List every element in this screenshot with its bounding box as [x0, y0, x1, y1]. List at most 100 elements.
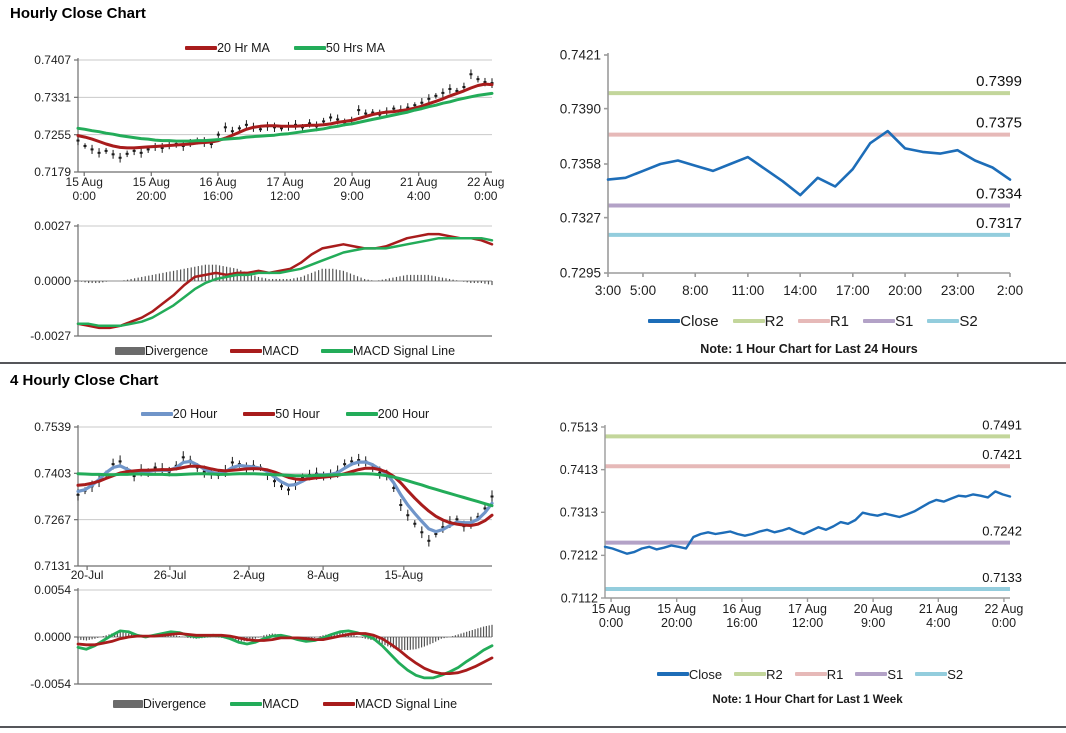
pivot-label-r1: 0.7375	[976, 115, 1022, 132]
x-tick-label: 15 Aug	[133, 175, 170, 189]
series-macd	[76, 232, 494, 330]
legend-item-close: Close	[648, 312, 719, 330]
x-tick-label: 26-Jul	[154, 568, 187, 582]
hourly_macd-svg: 0.0027 0.0000 -0.0027	[30, 219, 494, 343]
fourh-close-chart: 0.7539 0.7403 0.7267 0.7131 20-Jul 26-Jul 2-Au…	[30, 420, 522, 586]
weekly_pivot-svg: 0.7491 0.7421 0.7242 0.7133 0.7513 0.7413 0.73…	[560, 417, 1024, 630]
y-tick-label: -0.0054	[30, 677, 71, 691]
x-tick-label: 22 Aug	[984, 602, 1023, 616]
legend-label: Close	[680, 312, 719, 330]
section-divider	[0, 362, 1066, 364]
x-tick-label: 3:00	[595, 283, 621, 298]
legend-item-r2: R2	[734, 667, 783, 682]
legend-item-s2: S2	[927, 312, 978, 330]
line-swatch-icon	[345, 412, 378, 416]
bar-swatch-icon	[114, 347, 145, 355]
legend-item-macd: MACD	[230, 344, 299, 358]
series-macd-signal-line	[76, 632, 494, 675]
line-swatch-icon	[140, 412, 173, 416]
legend-item-r1: R1	[794, 667, 843, 682]
line-swatch-icon	[230, 702, 263, 706]
line-swatch-icon	[863, 319, 895, 323]
x-tick-label: 20:00	[136, 189, 166, 203]
series-close	[606, 129, 1012, 197]
x-tick-label: 15 Aug	[66, 175, 103, 189]
legend-item-macd-signal-line: MACD Signal Line	[320, 344, 455, 358]
hourly-pivot-chart: 0.7399 0.7375 0.7334 0.7317 0.7421 0.7390 0.73…	[535, 45, 1066, 309]
line-swatch-icon	[734, 672, 767, 676]
candles	[76, 451, 494, 547]
legend-label: MACD	[262, 344, 299, 358]
legend-item-200-hour: 200 Hour	[345, 407, 430, 421]
x-tick-label: 20 Aug	[333, 175, 370, 189]
weekly-pivot-legend: Close R2 R1 S1 S2	[605, 666, 1015, 682]
y-tick-label: 0.7295	[560, 266, 601, 281]
y-tick-label: 0.7407	[34, 53, 71, 67]
hourly-pivot-note: Note: 1 Hour Chart for Last 24 Hours	[700, 342, 918, 356]
x-tick-label: 20 Aug	[854, 602, 893, 616]
x-tick-label: 16:00	[203, 189, 233, 203]
legend-label: 50 Hour	[275, 407, 320, 421]
legend-label: 200 Hour	[377, 407, 430, 421]
legend-item-50-hour: 50 Hour	[243, 407, 320, 421]
series-close	[603, 490, 1012, 555]
y-tick-label: 0.7413	[560, 463, 598, 477]
legend-item-close: Close	[656, 666, 723, 682]
series-macd-signal-line	[76, 236, 494, 328]
y-tick-label: 0.7131	[34, 559, 71, 573]
x-tick-label: 21 Aug	[400, 175, 437, 189]
line-swatch-icon	[322, 702, 355, 706]
legend-item-s1: S1	[863, 313, 913, 330]
fourh-macd-chart: 0.0054 0.0000 -0.0054	[30, 582, 522, 694]
pivot-label-r2: 0.7399	[976, 73, 1022, 90]
legend-label: 20 Hour	[172, 407, 218, 421]
y-tick-label: 0.7421	[560, 48, 601, 63]
line-swatch-icon	[243, 412, 276, 416]
y-tick-label: 0.7390	[560, 101, 601, 116]
legend-label: Close	[688, 666, 723, 682]
legend-item-s2: S2	[915, 667, 963, 682]
section-title-4hourly: 4 Hourly Close Chart	[10, 372, 159, 389]
fourh-macd-legend: Divergence MACD MACD Signal Line	[78, 697, 492, 711]
legend-label: 50 Hrs MA	[325, 41, 385, 55]
legend-label: R2	[764, 312, 784, 330]
legend-label: Divergence	[142, 697, 207, 711]
y-tick-label: 0.7403	[34, 467, 71, 481]
bar-swatch-icon	[112, 700, 143, 708]
line-swatch-icon	[915, 672, 948, 676]
legend-item-20-hr-ma: 20 Hr MA	[185, 41, 270, 55]
x-tick-label: 17:00	[836, 283, 870, 298]
line-swatch-icon	[293, 46, 326, 50]
y-tick-label: 0.7539	[34, 420, 71, 434]
line-swatch-icon	[320, 349, 353, 353]
y-tick-label: 0.7313	[560, 506, 598, 520]
x-tick-label: 23:00	[941, 283, 975, 298]
legend-label: R2	[766, 666, 783, 682]
pivot-label-r2: 0.7491	[982, 417, 1022, 432]
x-tick-label: 0:00	[73, 189, 97, 203]
x-tick-label: 15-Aug	[384, 568, 423, 582]
legend-label: S2	[959, 312, 978, 330]
series-50-hrs-ma	[76, 91, 494, 143]
weekly-pivot-note: Note: 1 Hour Chart for Last 1 Week	[712, 694, 903, 706]
y-tick-label: 0.0000	[34, 630, 71, 644]
x-tick-label: 9:00	[861, 616, 885, 630]
legend-item-s1: S1	[855, 667, 903, 682]
line-swatch-icon	[230, 349, 263, 353]
section-title-hourly: Hourly Close Chart	[10, 5, 146, 22]
y-tick-label: 0.7179	[34, 165, 71, 179]
x-tick-label: 14:00	[783, 283, 817, 298]
x-tick-label: 15 Aug	[657, 602, 696, 616]
legend-item-divergence: Divergence	[114, 344, 208, 358]
x-tick-label: 8:00	[682, 283, 708, 298]
pivot-label-s1: 0.7242	[982, 524, 1022, 539]
x-tick-label: 4:00	[407, 189, 431, 203]
line-swatch-icon	[648, 319, 681, 323]
y-tick-label: 0.7327	[560, 210, 601, 225]
y-tick-label: 0.7513	[560, 420, 598, 434]
hourly-macd-legend: Divergence MACD MACD Signal Line	[78, 344, 492, 358]
x-tick-label: 2:00	[997, 283, 1023, 298]
fourh_macd-svg: 0.0054 0.0000 -0.0054	[30, 583, 494, 691]
legend-item-r2: R2	[732, 312, 784, 330]
